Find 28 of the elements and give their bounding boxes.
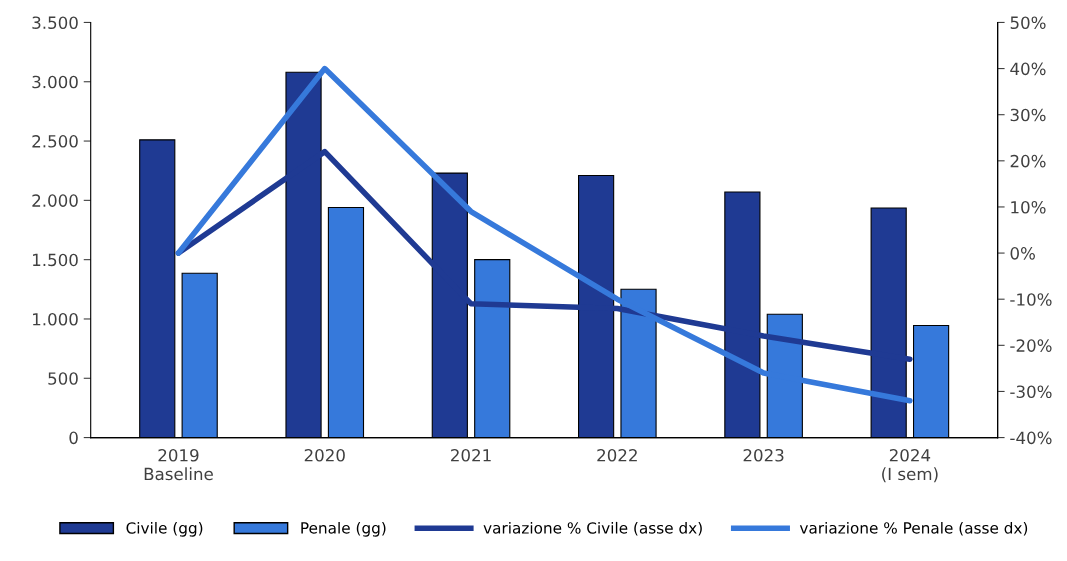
x-tick-label: 2022 [597,448,637,462]
y2-tick-label: -20% [1010,339,1052,352]
legend-label: variazione % Civile (asse dx) [483,521,702,536]
x-tick-label: 2019 Baseline [144,448,213,481]
y2-tick-label: 30% [1010,108,1046,122]
x-tick-label: 2023 [743,448,784,462]
y2-tick-label: 40% [1010,62,1046,76]
legend-label: Penale (gg) [301,521,386,537]
y2-tick-label: -40% [1010,431,1052,445]
y2-tick-label: -10% [1010,293,1052,306]
y-tick-label: 3.500 [32,16,78,30]
x-tick-label: 2021 [451,448,491,462]
y2-tick-label: -30% [1010,385,1052,399]
x-tick-label: 2024 (I sem) [882,448,938,483]
y-tick-label: 500 [48,372,78,385]
y-tick-label: 3.000 [32,75,78,89]
y-tick-label: 0 [69,431,78,445]
y-tick-label: 2.500 [32,135,78,148]
y-tick-label: 1.000 [33,312,78,326]
y-tick-label: 2.000 [32,194,78,207]
legend-label: variazione % Penale (asse dx) [799,521,1028,536]
y2-tick-label: 20% [1010,154,1046,168]
y2-tick-label: 0% [1010,247,1035,260]
x-tick-label: 2020 [304,448,345,462]
y-tick-label: 1.500 [33,253,78,267]
y2-tick-label: 50% [1010,16,1046,30]
legend-label: Civile (gg) [126,521,203,537]
y2-tick-label: 10% [1011,200,1046,214]
